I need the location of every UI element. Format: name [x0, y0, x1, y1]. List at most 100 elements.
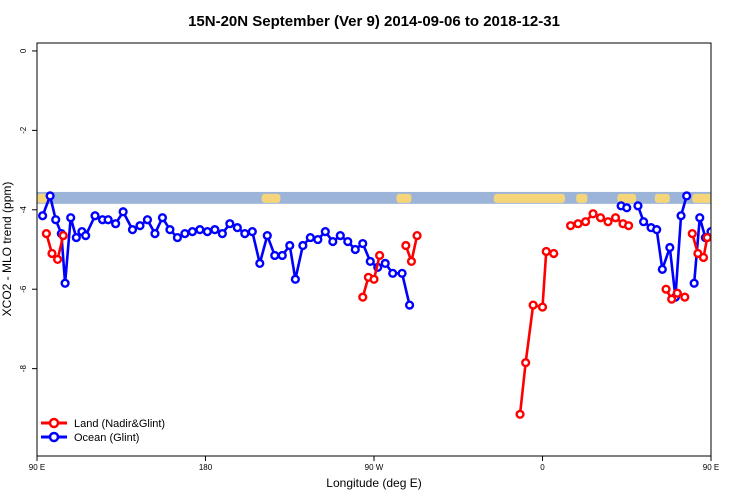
- data-point: [305, 232, 315, 243]
- data-point: [350, 244, 360, 255]
- data-point: [573, 219, 583, 229]
- data-point: [732, 216, 739, 223]
- map-band-land: [37, 193, 711, 203]
- data-point: [66, 213, 76, 223]
- data-point: [320, 227, 330, 237]
- series-layer: [38, 191, 739, 419]
- data-point: [41, 229, 51, 239]
- legend: Land (Nadir&Glint) Ocean (Glint): [41, 417, 165, 444]
- data-point: [58, 231, 68, 241]
- data-point: [549, 248, 559, 259]
- data-point: [726, 216, 733, 223]
- data-point: [47, 248, 57, 259]
- data-point: [680, 292, 690, 302]
- data-point: [81, 231, 91, 241]
- data-point: [135, 221, 145, 231]
- data-point: [247, 227, 257, 237]
- data-point: [90, 211, 100, 221]
- data-point: [240, 229, 250, 239]
- data-point: [51, 215, 61, 225]
- data-point: [702, 232, 711, 243]
- x-axis-label: Longitude (deg E): [326, 476, 421, 490]
- data-point: [633, 201, 643, 211]
- data-point: [328, 236, 338, 247]
- data-point: [225, 219, 235, 229]
- data-point: [343, 236, 353, 247]
- data-point: [358, 292, 368, 302]
- series-ocean: [38, 191, 739, 310]
- y-tick-label: -8: [19, 365, 28, 373]
- data-point: [676, 211, 686, 221]
- data-point: [210, 225, 220, 235]
- data-point: [638, 217, 649, 227]
- x-tick-label: 90 E: [29, 463, 45, 472]
- data-point: [588, 209, 598, 219]
- data-point: [710, 232, 711, 239]
- data-point: [202, 227, 212, 237]
- y-tick-label: -4: [19, 206, 28, 214]
- data-point: [369, 274, 379, 284]
- data-point: [719, 212, 726, 219]
- map-land-patch: [396, 193, 412, 203]
- data-point: [285, 240, 295, 251]
- data-point: [603, 217, 613, 227]
- map-band: [37, 191, 711, 204]
- series-land: [41, 209, 711, 419]
- data-point: [380, 258, 390, 268]
- data-point: [172, 232, 183, 243]
- data-point: [127, 225, 138, 235]
- data-point: [298, 240, 308, 251]
- data-point: [375, 250, 385, 261]
- data-point: [610, 213, 621, 223]
- chart-title: 15N-20N September (Ver 9) 2014-09-06 to …: [188, 13, 560, 30]
- map-land-patch: [654, 193, 670, 203]
- data-point: [580, 217, 591, 227]
- data-point: [157, 213, 168, 223]
- data-point: [565, 221, 576, 231]
- data-point: [595, 213, 606, 223]
- data-point: [52, 254, 63, 265]
- data-point: [217, 229, 227, 239]
- data-point: [515, 409, 525, 419]
- data-point: [412, 231, 422, 241]
- y-tick-label: 0: [19, 48, 28, 53]
- data-point: [187, 227, 197, 237]
- map-land-patch: [576, 193, 588, 203]
- legend-label-land: Land (Nadir&Glint): [74, 418, 165, 430]
- data-point: [270, 250, 280, 261]
- legend-item-ocean: Ocean (Glint): [41, 431, 139, 444]
- data-point: [657, 264, 667, 274]
- data-point: [71, 232, 81, 243]
- y-tick-label: -6: [19, 285, 28, 293]
- series-line: [636, 195, 688, 299]
- axes-layer: 90 E 180 90 W 0 90 E 0 -2 -4 -6 -8: [19, 48, 719, 472]
- data-point: [255, 258, 265, 268]
- series-line: [518, 250, 555, 415]
- data-point: [401, 240, 411, 251]
- data-point: [695, 213, 705, 223]
- data-point: [689, 278, 699, 288]
- data-point: [521, 358, 531, 368]
- y-tick-label: -2: [19, 126, 28, 134]
- x-tick-label: 180: [199, 463, 213, 472]
- data-point: [622, 203, 632, 213]
- data-point: [142, 215, 153, 225]
- data-point: [111, 219, 121, 229]
- data-point: [232, 223, 242, 233]
- data-point: [195, 225, 205, 235]
- data-point: [313, 234, 323, 245]
- map-land-patch: [617, 193, 637, 203]
- data-point: [665, 242, 675, 253]
- data-point: [672, 288, 682, 298]
- data-point: [406, 256, 417, 267]
- data-point: [60, 278, 70, 288]
- map-band-ocean: [37, 191, 711, 204]
- data-point: [698, 252, 709, 263]
- map-land-patch: [37, 193, 49, 203]
- data-point: [528, 300, 538, 310]
- data-point: [397, 268, 407, 278]
- data-point: [180, 229, 190, 239]
- data-point: [45, 191, 55, 201]
- data-point: [541, 246, 551, 257]
